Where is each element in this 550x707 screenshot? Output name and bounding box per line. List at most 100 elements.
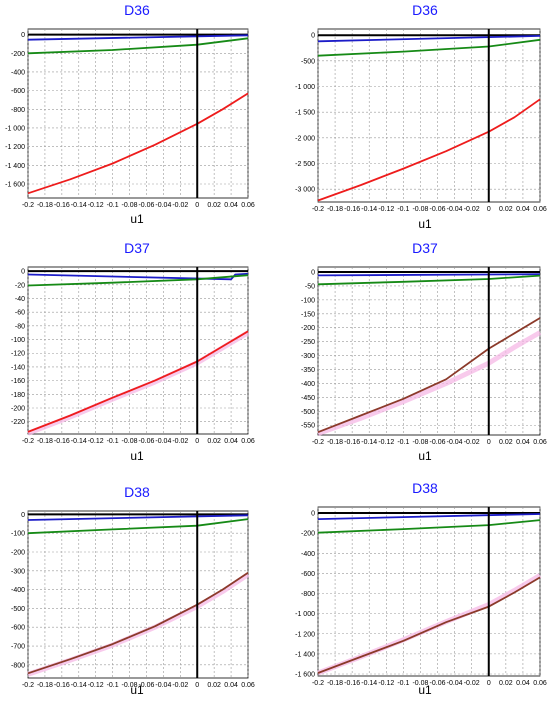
chart-panel-5: -0.2 -0.18 -0.16 -0.14 -0.12 -0.1 -0.08 -0.06 -0…: [11, 484, 255, 697]
x-tick-label: 0.02: [207, 438, 221, 445]
x-tick-label: -0.04: [155, 438, 171, 445]
y-tick-label: -220: [11, 419, 25, 426]
x-tick-label: -0.12: [378, 206, 394, 213]
y-tick-label: -500: [301, 58, 315, 65]
y-tick-label: -600: [301, 571, 315, 578]
chart-title: D36: [412, 2, 438, 18]
y-tick-label: -140: [11, 364, 25, 371]
y-tick-label: -300: [301, 353, 315, 360]
x-tick-label: -0.06: [138, 682, 154, 689]
y-tick-label: -200: [301, 531, 315, 538]
y-tick-label: -2 000: [295, 135, 315, 142]
x-tick-label: 0.04: [516, 439, 530, 446]
plot-area: [27, 266, 249, 435]
series-line-red: [27, 330, 249, 433]
x-tick-label: -0.1: [397, 439, 409, 446]
x-tick-label: -0.2: [312, 680, 324, 687]
x-tick-label: 0: [195, 202, 199, 209]
y-tick-label: -120: [11, 351, 25, 358]
chart-title: D36: [124, 2, 150, 18]
x-tick-label: -0.2: [312, 206, 324, 213]
x-tick-label: -0.2: [22, 682, 34, 689]
y-tick-label: -1 000: [295, 84, 315, 91]
x-tick-label: 0.04: [224, 438, 238, 445]
x-tick-label: 0.02: [499, 206, 513, 213]
x-tick-label: -0.14: [71, 202, 87, 209]
x-tick-label: 0: [487, 206, 491, 213]
y-tick-label: -450: [301, 395, 315, 402]
plot-area: [27, 510, 249, 679]
x-tick-label: -0.16: [54, 438, 70, 445]
x-tick-label: -0.12: [88, 438, 104, 445]
y-tick-label: -1 400: [5, 163, 25, 170]
x-axis-label: u1: [130, 212, 144, 226]
x-tick-label: 0.04: [224, 202, 238, 209]
y-tick-label: -700: [11, 644, 25, 651]
y-tick-label: 0: [21, 512, 25, 519]
y-tick-label: -1 600: [295, 671, 315, 678]
x-tick-label: -0.14: [361, 439, 377, 446]
x-tick-label: -0.04: [447, 206, 463, 213]
x-tick-label: -0.08: [412, 206, 428, 213]
x-tick-label: -0.02: [464, 439, 480, 446]
y-tick-label: -500: [11, 606, 25, 613]
y-tick-label: -1 000: [295, 611, 315, 618]
series-line-green: [27, 518, 249, 535]
series-line-red: [317, 98, 541, 202]
x-tick-label: -0.04: [447, 680, 463, 687]
x-tick-label: -0.1: [397, 680, 409, 687]
series-line-blue: [27, 514, 249, 521]
series-line-green: [317, 519, 541, 534]
y-tick-label: -600: [11, 88, 25, 95]
x-tick-label: -0.04: [447, 439, 463, 446]
y-tick-label: -180: [11, 392, 25, 399]
x-tick-label: 0.06: [241, 682, 255, 689]
x-tick-label: -0.08: [122, 438, 138, 445]
y-tick-label: -800: [11, 107, 25, 114]
y-tick-label: -200: [11, 549, 25, 556]
y-tick-label: -1 200: [295, 631, 315, 638]
chart-panel-1: -0.2 -0.18 -0.16 -0.14 -0.12 -0.1 -0.08 -0.06 -0…: [5, 2, 255, 226]
series-line-red: [27, 92, 249, 195]
y-tick-label: 0: [311, 511, 315, 518]
y-tick-label: -100: [11, 337, 25, 344]
x-tick-label: -0.16: [54, 202, 70, 209]
chart-panel-3: -0.2 -0.18 -0.16 -0.14 -0.12 -0.1 -0.08 -0.06 -0…: [11, 240, 255, 463]
y-tick-label: -100: [11, 531, 25, 538]
x-tick-label: -0.06: [138, 438, 154, 445]
series-line-blue: [317, 513, 541, 520]
x-tick-label: -0.08: [412, 680, 428, 687]
x-tick-label: -0.18: [327, 206, 343, 213]
x-tick-label: -0.12: [88, 202, 104, 209]
y-tick-label: -200: [11, 405, 25, 412]
chart-panel-2: -0.2 -0.18 -0.16 -0.14 -0.12 -0.1 -0.08 -0.06 -0…: [295, 2, 547, 231]
x-tick-label: -0.06: [430, 206, 446, 213]
x-tick-label: -0.06: [430, 439, 446, 446]
y-tick-label: -20: [15, 282, 25, 289]
x-tick-label: 0: [487, 439, 491, 446]
chart-title: D37: [412, 240, 438, 256]
series-line-green: [317, 274, 541, 286]
y-tick-label: -350: [301, 367, 315, 374]
x-tick-label: -0.1: [107, 438, 119, 445]
x-tick-label: 0.06: [533, 439, 547, 446]
y-tick-label: 0: [311, 33, 315, 40]
y-tick-label: -600: [11, 625, 25, 632]
x-tick-label: -0.18: [327, 439, 343, 446]
x-axis-label: u1: [130, 449, 144, 463]
x-tick-label: 0.02: [499, 680, 513, 687]
y-tick-label: -400: [11, 587, 25, 594]
x-axis-label: u1: [418, 683, 432, 697]
x-tick-label: 0.06: [533, 206, 547, 213]
y-tick-label: -50: [305, 283, 315, 290]
x-tick-label: -0.16: [54, 682, 70, 689]
x-tick-label: -0.02: [172, 438, 188, 445]
series-line-green: [27, 274, 249, 287]
x-tick-label: -0.2: [312, 439, 324, 446]
x-tick-label: -0.08: [122, 202, 138, 209]
plot-area: [317, 28, 541, 203]
x-tick-label: 0.02: [207, 202, 221, 209]
x-tick-label: -0.2: [22, 438, 34, 445]
series-line-green: [27, 37, 249, 55]
